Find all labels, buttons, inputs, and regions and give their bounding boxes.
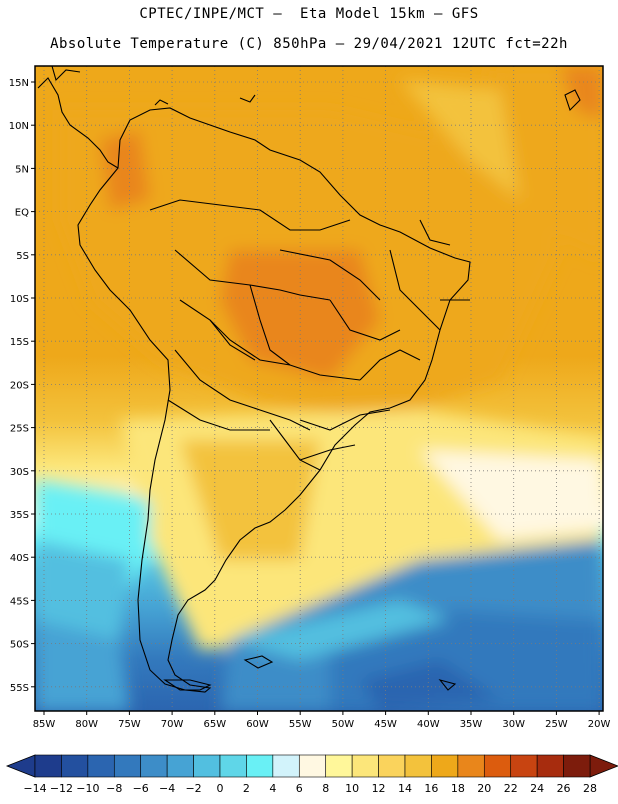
colorbar-label: −10 [76,782,99,795]
colorbar-swatch [431,754,459,778]
lon-tick-label: 65W [203,719,226,730]
colorbar-swatch [510,754,538,778]
chart-title-line2: Absolute Temperature (C) 850hPa – 29/04/… [50,36,568,52]
colorbar-swatch [563,754,591,778]
colorbar-swatch [325,754,353,778]
lat-tick-label: 50S [10,640,29,651]
lat-tick-label: 5N [15,164,29,175]
colorbar-swatch [166,754,194,778]
lat-tick-label: 40S [10,553,29,564]
longitude-labels: 85W 80W 75W 70W 65W 60W 55W 50W 45W 40W 35W 30W 25W 2… [33,711,611,730]
colorbar-swatch [298,754,327,778]
lat-tick-label: 25S [10,424,29,435]
colorbar-swatch [351,754,379,778]
colorbar-swatch [61,754,89,778]
colorbar-swatch [113,754,142,778]
colorbar-label: −14 [23,782,46,795]
lat-tick-label: EQ [15,208,29,219]
colorbar-swatch [404,754,432,778]
colorbar-swatch [219,754,247,778]
colorbar-swatch [457,754,485,778]
lat-tick-label: 15S [10,337,29,348]
colorbar-labels: −14 −12 −10 −8 −6 −4 −2 0 2 4 6 8 10 12 14 16 18 20 22 24 26… [23,782,597,795]
map-frame [34,65,604,712]
colorbar-label: 8 [322,782,329,795]
lon-tick-label: 75W [118,719,141,730]
colorbar-label: 18 [451,782,465,795]
lon-tick-label: 80W [75,719,98,730]
colorbar-swatch [87,754,115,778]
lat-tick-label: 30S [10,467,29,478]
colorbar-label: 12 [372,782,386,795]
colorbar-label: 26 [557,782,571,795]
lat-tick-label: 55S [10,683,29,694]
colorbar-label: 2 [243,782,250,795]
coastlines [37,66,581,693]
colorbar-label: 6 [296,782,303,795]
lat-tick-label: 15N [9,78,29,89]
colorbar-swatch [34,754,62,778]
lat-tick-label: 35S [10,510,29,521]
latitude-labels: 15N 10N 5N EQ 5S 10S 15S 20S 25S 30S 35S 40S 45S 50S 5… [9,78,35,694]
colorbar-label: −6 [133,782,149,795]
colorbar-label: −4 [159,782,175,795]
lon-tick-label: 45W [374,719,397,730]
lon-tick-label: 70W [161,719,184,730]
colorbar [5,754,618,778]
lon-tick-label: 55W [289,719,312,730]
lat-tick-label: 10N [9,121,29,132]
lon-tick-label: 20W [588,719,611,730]
temperature-field [35,66,603,711]
colorbar-swatch [272,754,300,778]
lon-tick-label: 50W [332,719,355,730]
colorbar-swatch [378,754,406,778]
colorbar-label: 10 [345,782,359,795]
colorbar-swatch [193,754,221,778]
lon-tick-label: 30W [502,719,525,730]
lon-tick-label: 40W [417,719,440,730]
colorbar-label: 28 [583,782,597,795]
colorbar-label: 0 [217,782,224,795]
colorbar-label: −12 [50,782,73,795]
colorbar-swatch [483,754,512,778]
lon-tick-label: 60W [246,719,269,730]
colorbar-swatch [246,754,274,778]
colorbar-swatch [536,754,564,778]
lat-tick-label: 20S [10,380,29,391]
colorbar-label: 20 [477,782,491,795]
lon-tick-label: 85W [33,719,56,730]
colorbar-label: 22 [504,782,518,795]
colorbar-under-arrow [5,754,36,778]
colorbar-label: 4 [269,782,276,795]
colorbar-label: −8 [106,782,122,795]
colorbar-label: 24 [530,782,544,795]
colorbar-label: 14 [398,782,412,795]
lon-tick-label: 25W [545,719,568,730]
colorbar-label: 16 [424,782,438,795]
colorbar-swatch [140,754,168,778]
lat-tick-label: 10S [10,294,29,305]
lat-tick-label: 45S [10,596,29,607]
lat-tick-label: 5S [16,251,29,262]
colorbar-over-arrow [589,754,618,778]
chart-title-line1: CPTEC/INPE/MCT – Eta Model 15km – GFS [139,6,479,22]
colorbar-label: −2 [185,782,201,795]
lon-tick-label: 35W [460,719,483,730]
